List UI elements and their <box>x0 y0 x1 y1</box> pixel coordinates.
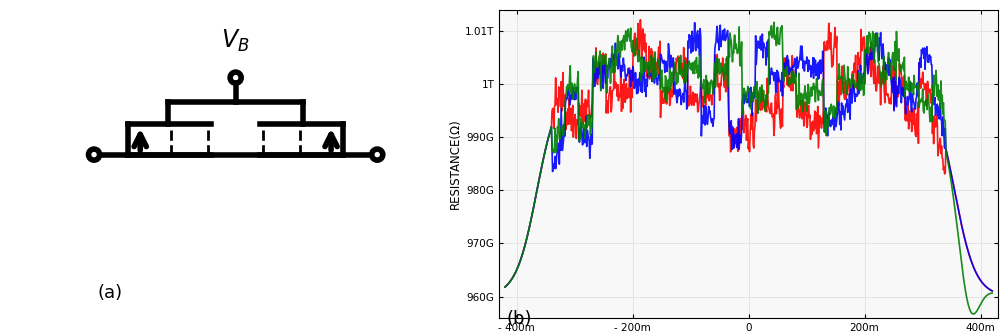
Text: $V_B$: $V_B$ <box>221 27 249 54</box>
Text: (b): (b) <box>506 310 531 328</box>
Y-axis label: RESISTANCE(Ω): RESISTANCE(Ω) <box>449 118 462 209</box>
Text: (a): (a) <box>97 284 122 303</box>
